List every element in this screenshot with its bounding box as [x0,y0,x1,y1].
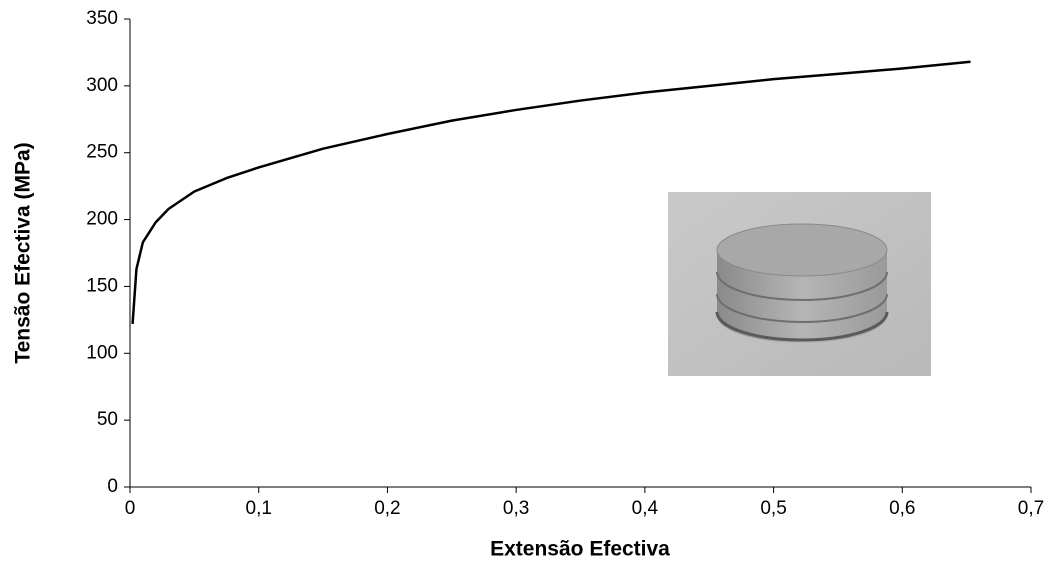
x-tick-label: 0,5 [760,498,786,519]
line [131,60,971,324]
x-tick-label: 0,3 [503,498,529,519]
y-tick-label: 0 [107,476,118,497]
x-tick-label: 0,1 [246,498,272,519]
x-tick-label: 0,2 [374,498,400,519]
y-tick-label: 300 [86,75,118,96]
y-tick-label: 250 [86,142,118,163]
x-tick-label: 0 [125,498,136,519]
x-axis-title: Extensão Efectiva [490,538,670,561]
y-tick-label: 150 [86,275,118,296]
y-tick-label: 50 [97,409,118,430]
y-tick-label: 350 [86,8,118,29]
inset-photo [668,192,931,376]
y-tick-label: 200 [86,209,118,230]
x-tick-label: 0,6 [889,498,915,519]
x-tick-label: 0,7 [1018,498,1044,519]
y-tick-label: 100 [86,342,118,363]
x-tick-label: 0,4 [632,498,659,519]
y-axis-title: Tensão Efectiva (MPa) [12,142,35,363]
